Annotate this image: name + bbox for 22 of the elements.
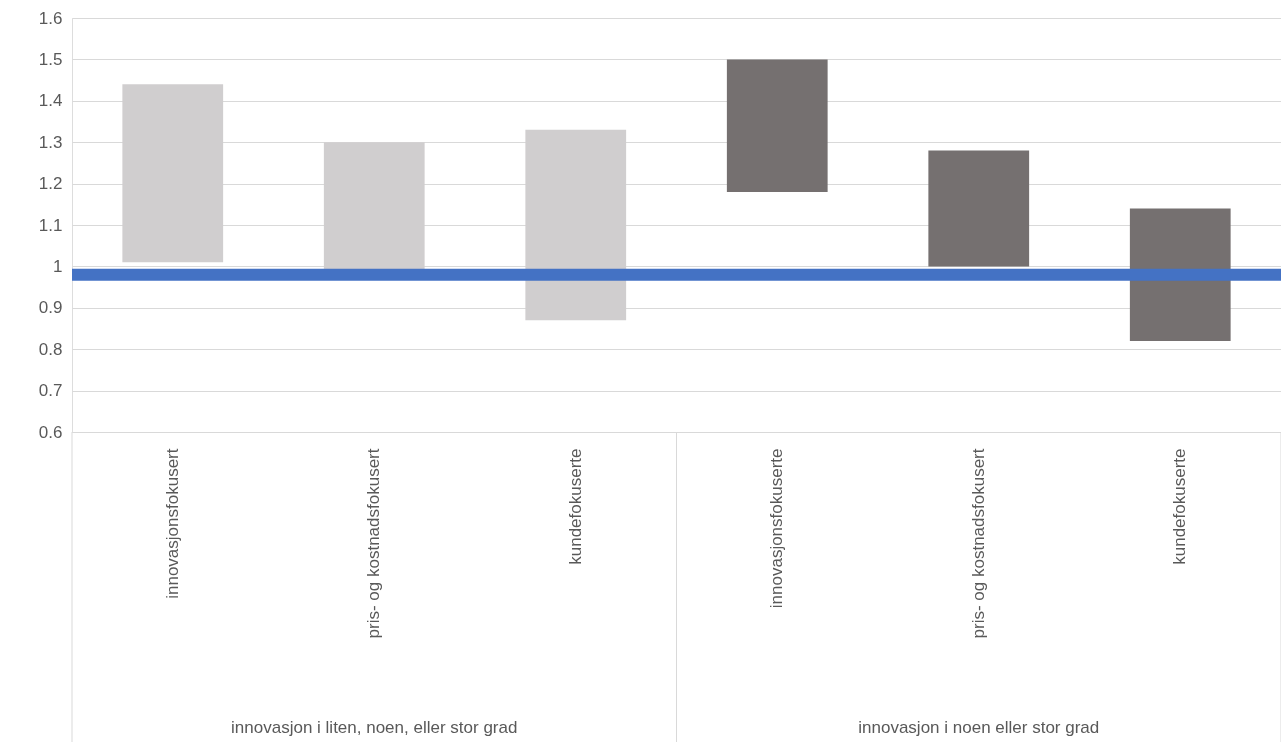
bar xyxy=(928,150,1030,267)
bar xyxy=(1129,208,1231,341)
bar xyxy=(726,59,828,192)
y-tick-label: 1.5 xyxy=(38,49,63,69)
y-tick-label: 1.2 xyxy=(38,174,63,194)
y-tick-label: 1 xyxy=(53,256,63,276)
y-tick-label: 1.6 xyxy=(38,8,63,28)
y-tick-label: 1.4 xyxy=(38,91,63,111)
text: innovasjon i liten, noen, eller stor grad xyxy=(231,718,518,737)
y-tick-label: 1.1 xyxy=(38,215,63,235)
text: innovasjon i noen eller stor grad xyxy=(858,718,1100,737)
x-tick-label: pris- og kostnadsfokusert xyxy=(364,448,384,639)
y-tick-label: 0.7 xyxy=(38,381,63,401)
y-tick-label: 1.3 xyxy=(38,132,63,152)
y-tick-label: 0.6 xyxy=(38,422,63,442)
x-tick-label: innovasjonsfokuserte xyxy=(767,448,787,609)
x-tick-label: pris- og kostnadsfokusert xyxy=(968,448,988,639)
y-tick-label: 0.8 xyxy=(38,339,63,359)
y-tick-label: 0.9 xyxy=(38,298,63,318)
x-tick-label: kundefokuserte xyxy=(1170,448,1190,565)
x-tick-label: innovasjonsfokusert xyxy=(162,448,182,599)
x-tick-label: kundefokuserte xyxy=(565,448,585,565)
